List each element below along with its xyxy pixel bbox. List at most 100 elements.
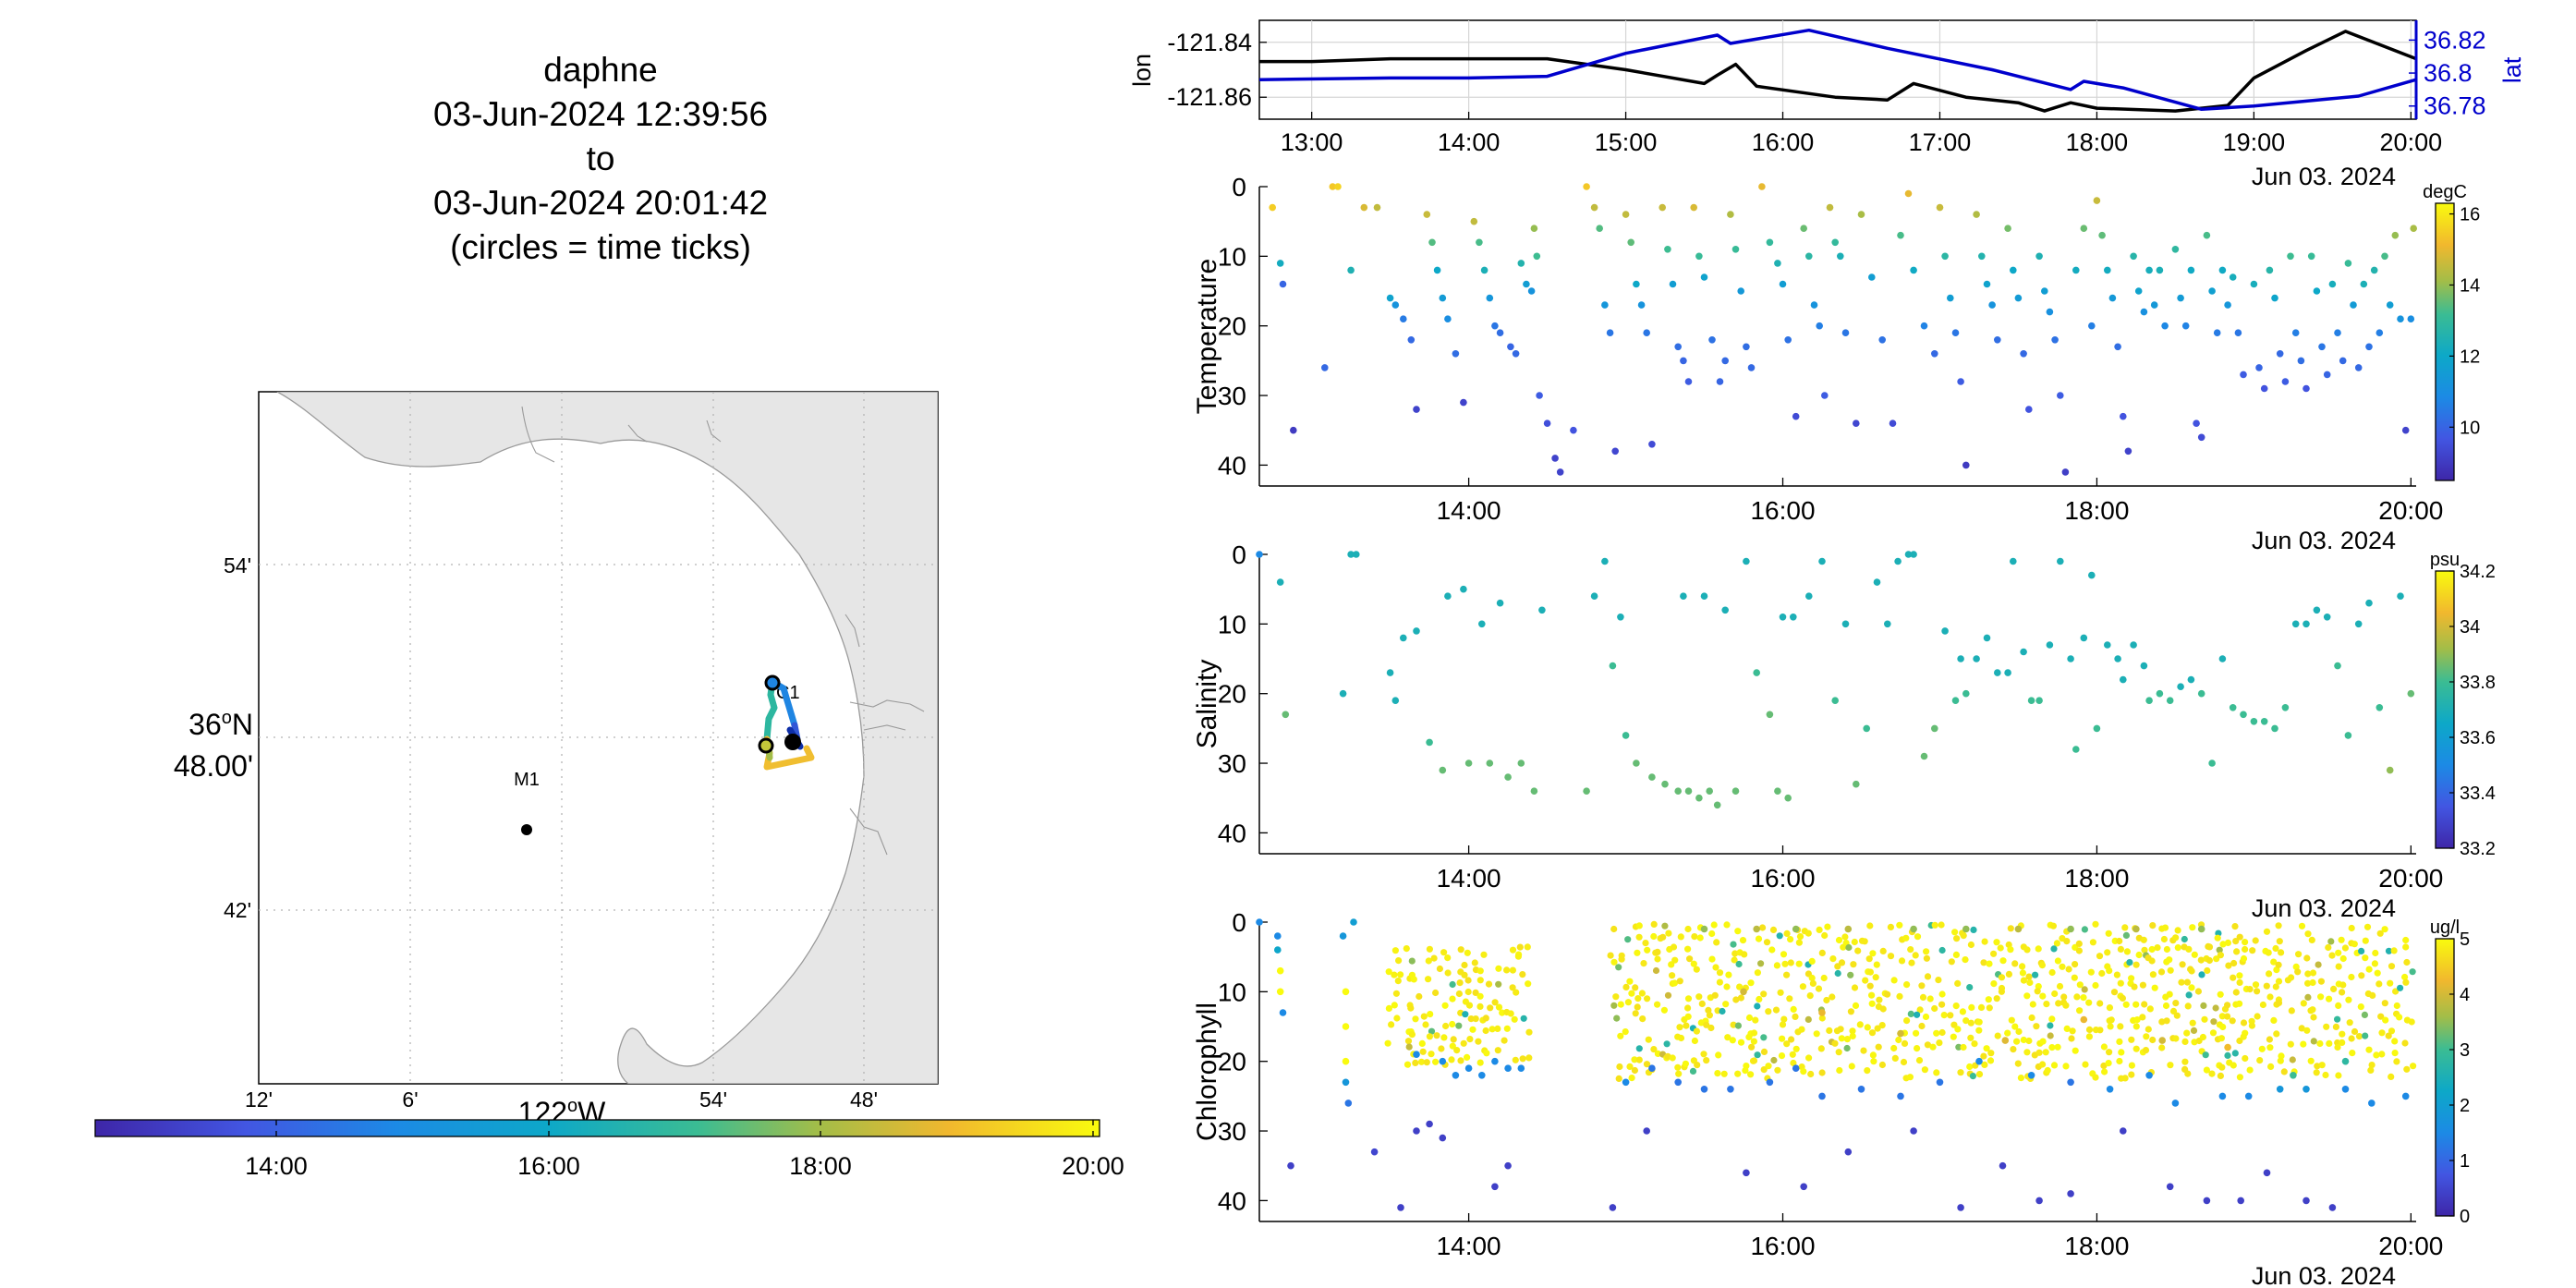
y-tick-label: 40 bbox=[1218, 819, 1246, 847]
y-tick-label: 40 bbox=[1218, 1186, 1246, 1215]
y-tick-label: 30 bbox=[1218, 1117, 1246, 1146]
data-point bbox=[1868, 991, 1876, 999]
data-point bbox=[1799, 983, 1806, 990]
data-point bbox=[1849, 1027, 1856, 1035]
data-point bbox=[2376, 704, 2384, 711]
data-point bbox=[1837, 252, 1844, 261]
data-point bbox=[1397, 1204, 1404, 1211]
data-point bbox=[1514, 953, 1522, 960]
data-point bbox=[1973, 211, 1980, 218]
data-point bbox=[1962, 689, 1970, 698]
data-point bbox=[2163, 1017, 2170, 1025]
date-label: Jun 03. 2024 bbox=[2252, 527, 2396, 554]
data-point bbox=[2224, 1051, 2231, 1059]
data-point bbox=[2205, 956, 2213, 965]
data-point bbox=[1504, 1161, 1512, 1170]
data-point bbox=[2391, 1050, 2399, 1057]
data-point bbox=[1985, 996, 1992, 1003]
data-point bbox=[1896, 992, 1903, 1000]
data-point bbox=[2101, 1068, 2108, 1075]
data-point bbox=[1922, 1013, 1930, 1021]
data-point bbox=[1342, 1057, 1350, 1065]
data-point bbox=[2289, 1056, 2296, 1063]
data-point bbox=[1684, 925, 1692, 933]
data-point bbox=[2339, 357, 2347, 365]
data-point bbox=[1947, 294, 1954, 302]
data-point bbox=[1404, 1038, 1413, 1045]
data-point bbox=[1879, 1005, 1887, 1013]
data-point bbox=[2143, 1033, 2150, 1040]
data-point bbox=[2120, 1127, 2127, 1135]
y-axis-label: Chlorophyll bbox=[1192, 1002, 1222, 1141]
data-point bbox=[1966, 984, 1974, 991]
data-point bbox=[2409, 968, 2416, 976]
data-point bbox=[2015, 1027, 2023, 1036]
data-point bbox=[1413, 406, 1420, 413]
data-point bbox=[1876, 996, 1883, 1003]
data-point bbox=[1533, 252, 1541, 261]
data-point bbox=[1460, 585, 1467, 593]
data-point bbox=[1523, 280, 1530, 288]
data-point bbox=[1723, 983, 1731, 990]
data-point bbox=[1915, 1057, 1924, 1064]
data-point bbox=[2139, 1014, 2146, 1021]
data-point bbox=[1864, 1024, 1871, 1031]
data-point bbox=[1405, 1043, 1413, 1051]
track-time-tick-2 bbox=[758, 737, 774, 754]
data-point bbox=[2224, 301, 2231, 309]
title-line-note: (circles = time ticks) bbox=[450, 228, 751, 266]
data-point bbox=[1461, 971, 1468, 978]
data-point bbox=[1868, 1000, 1876, 1007]
data-point bbox=[1408, 1031, 1416, 1039]
data-point bbox=[2224, 1043, 2231, 1051]
data-point bbox=[1914, 1045, 1921, 1052]
data-point bbox=[1977, 1003, 1986, 1011]
data-point bbox=[2149, 1036, 2157, 1044]
data-point bbox=[2179, 961, 2186, 968]
data-point bbox=[1804, 1015, 1812, 1023]
data-point bbox=[2291, 329, 2300, 337]
data-point bbox=[1938, 921, 1945, 929]
data-point bbox=[2381, 926, 2388, 933]
data-point bbox=[1661, 922, 1669, 930]
data-point bbox=[2397, 984, 2404, 991]
data-point bbox=[2377, 1013, 2385, 1020]
data-point bbox=[1903, 1017, 1911, 1025]
map-colorbar-tick-2000: 20:00 bbox=[1062, 1152, 1124, 1180]
data-point bbox=[2156, 266, 2164, 274]
mooring-m1-marker bbox=[521, 824, 532, 835]
data-point bbox=[2246, 986, 2254, 993]
data-point bbox=[1860, 1047, 1867, 1054]
data-point bbox=[1482, 1027, 1489, 1035]
data-point bbox=[1478, 620, 1486, 628]
data-point bbox=[2104, 641, 2111, 649]
data-point bbox=[1816, 322, 1823, 330]
data-point bbox=[2075, 940, 2083, 947]
data-point bbox=[1821, 392, 1829, 399]
data-point bbox=[1736, 983, 1744, 990]
lat-ytick-label: 36.82 bbox=[2424, 26, 2486, 54]
data-point bbox=[1730, 941, 1737, 948]
y-tick-label: 0 bbox=[1232, 173, 1246, 201]
data-point bbox=[2190, 1027, 2198, 1034]
data-point bbox=[1962, 1017, 1970, 1025]
colorbar-label: psu bbox=[2430, 550, 2460, 570]
data-point bbox=[2276, 938, 2283, 945]
data-point bbox=[1543, 419, 1551, 428]
lon-ytick-label: -121.84 bbox=[1167, 29, 1252, 56]
data-point bbox=[1841, 933, 1849, 941]
map-colorbar-tick-1800: 18:00 bbox=[789, 1152, 852, 1180]
data-point bbox=[2105, 930, 2112, 937]
data-point bbox=[2218, 655, 2227, 662]
data-point bbox=[2169, 1007, 2178, 1015]
data-point bbox=[1654, 948, 1661, 955]
data-point bbox=[2335, 1072, 2342, 1079]
data-point bbox=[2313, 606, 2321, 614]
data-point bbox=[1784, 794, 1792, 802]
data-point bbox=[1798, 1026, 1805, 1033]
data-point bbox=[1823, 996, 1830, 1004]
data-point bbox=[1993, 939, 2000, 946]
data-point bbox=[1353, 551, 1360, 558]
data-point bbox=[1754, 1002, 1761, 1010]
data-point bbox=[2027, 697, 2035, 704]
